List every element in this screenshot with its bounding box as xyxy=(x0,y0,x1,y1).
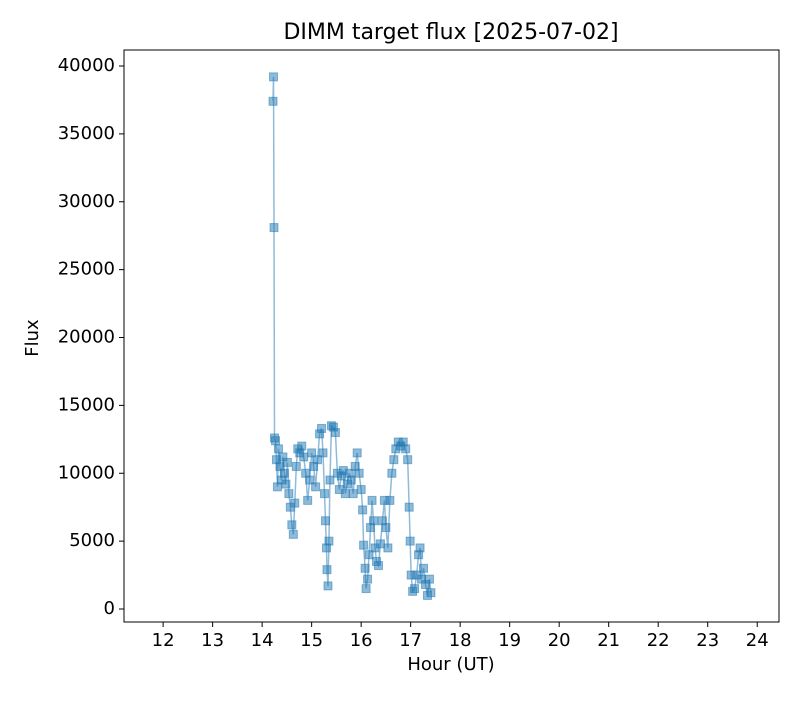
y-tick-label: 5000 xyxy=(69,530,115,551)
data-marker xyxy=(405,536,415,546)
y-tick-label: 0 xyxy=(104,598,115,619)
data-marker xyxy=(307,448,317,458)
data-marker xyxy=(321,516,331,526)
x-tick-label: 24 xyxy=(746,630,769,651)
data-marker xyxy=(323,581,333,591)
x-tick-label: 17 xyxy=(399,630,422,651)
data-marker xyxy=(367,495,377,505)
data-marker xyxy=(381,523,391,533)
x-tick-label: 13 xyxy=(201,630,224,651)
data-marker xyxy=(269,72,279,82)
x-tick-label: 16 xyxy=(350,630,373,651)
data-marker xyxy=(303,495,313,505)
y-tick-label: 20000 xyxy=(58,327,115,348)
data-marker xyxy=(305,475,315,485)
y-tick-label: 40000 xyxy=(58,55,115,76)
data-marker xyxy=(313,455,323,465)
x-tick-label: 18 xyxy=(449,630,472,651)
data-marker xyxy=(373,561,383,571)
data-marker xyxy=(359,540,369,550)
data-marker xyxy=(383,543,393,553)
x-tick-label: 20 xyxy=(548,630,571,651)
data-marker xyxy=(284,489,294,499)
data-marker xyxy=(387,468,397,478)
data-marker xyxy=(354,468,364,478)
y-tick-label: 15000 xyxy=(58,394,115,415)
data-marker xyxy=(299,452,309,462)
data-marker xyxy=(403,455,413,465)
data-marker xyxy=(269,223,279,233)
data-marker xyxy=(426,588,436,598)
data-marker xyxy=(385,495,395,505)
data-marker xyxy=(369,516,379,526)
data-marker xyxy=(270,436,280,446)
chart-title: DIMM target flux [2025-07-02] xyxy=(283,20,618,45)
data-marker xyxy=(318,448,328,458)
data-marker xyxy=(317,423,327,433)
data-marker xyxy=(348,489,358,499)
x-tick-label: 21 xyxy=(597,630,620,651)
data-marker xyxy=(424,574,434,584)
data-marker xyxy=(320,489,330,499)
data-marker xyxy=(404,502,414,512)
data-marker xyxy=(290,498,300,508)
data-marker xyxy=(410,584,420,594)
data-marker xyxy=(322,565,332,575)
data-marker xyxy=(358,505,368,515)
x-tick-label: 23 xyxy=(696,630,719,651)
data-marker xyxy=(356,485,366,495)
data-marker xyxy=(311,482,321,492)
data-marker xyxy=(288,529,298,539)
data-marker xyxy=(340,489,350,499)
y-axis-label: Flux xyxy=(22,319,43,357)
x-tick-label: 19 xyxy=(498,630,521,651)
data-marker xyxy=(325,475,335,485)
y-tick-label: 30000 xyxy=(58,191,115,212)
x-tick-label: 15 xyxy=(300,630,323,651)
data-marker xyxy=(401,444,411,454)
data-marker xyxy=(330,428,340,438)
data-marker xyxy=(273,444,283,454)
data-marker xyxy=(375,539,385,549)
data-marker xyxy=(268,96,278,106)
data-marker xyxy=(361,584,371,594)
data-marker xyxy=(297,441,307,451)
plot-frame xyxy=(123,49,780,623)
data-marker xyxy=(360,563,370,573)
y-tick-label: 10000 xyxy=(58,462,115,483)
x-axis-label: Hour (UT) xyxy=(407,654,494,675)
data-marker xyxy=(282,457,292,467)
data-marker xyxy=(346,475,356,485)
data-marker xyxy=(324,536,334,546)
data-marker xyxy=(279,468,289,478)
data-marker xyxy=(415,543,425,553)
data-marker xyxy=(419,563,429,573)
data-marker xyxy=(352,448,362,458)
data-marker xyxy=(363,574,373,584)
x-tick-label: 12 xyxy=(152,630,175,651)
data-marker xyxy=(389,455,399,465)
y-tick-label: 25000 xyxy=(58,259,115,280)
data-marker xyxy=(364,550,374,560)
data-marker xyxy=(287,520,297,530)
x-tick-label: 22 xyxy=(647,630,670,651)
data-marker xyxy=(281,479,291,489)
y-tick-label: 35000 xyxy=(58,123,115,144)
x-tick-label: 14 xyxy=(251,630,274,651)
data-marker xyxy=(291,461,301,471)
